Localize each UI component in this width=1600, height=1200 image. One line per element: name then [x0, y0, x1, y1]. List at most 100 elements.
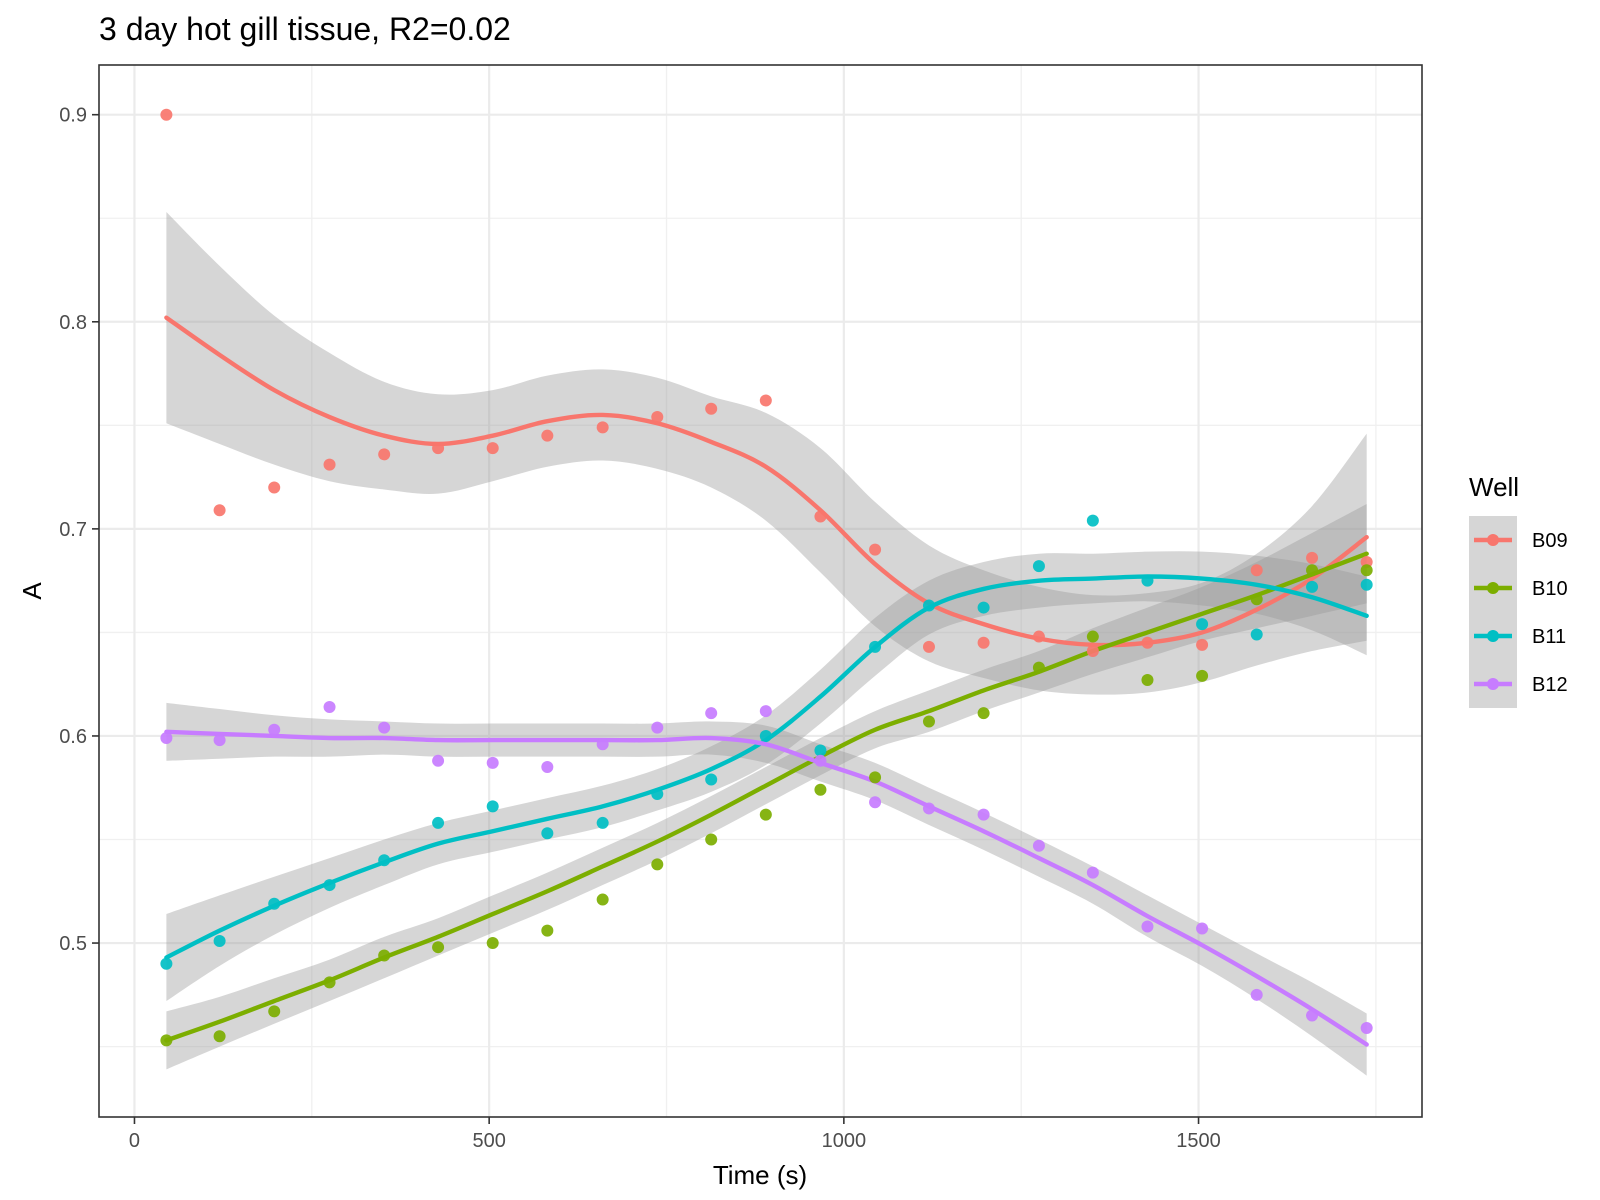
legend-key-point-b10 [1487, 582, 1499, 594]
legend-key-point-b12 [1487, 678, 1499, 690]
point-b12 [922, 802, 935, 815]
point-b11 [323, 879, 336, 892]
point-b09 [814, 510, 827, 523]
fit-line-b10 [164, 551, 1369, 1043]
point-b12 [596, 738, 609, 751]
point-b09 [596, 421, 609, 434]
fit-lines [164, 315, 1369, 1047]
point-b12 [1360, 1021, 1373, 1034]
point-b11 [1032, 560, 1045, 573]
point-b10 [759, 808, 772, 821]
ribbon-b12 [166, 702, 1367, 1076]
point-b11 [869, 640, 882, 653]
point-b11 [268, 897, 281, 910]
point-b10 [596, 893, 609, 906]
data-points [160, 108, 1373, 1047]
ribbon-b09 [166, 212, 1367, 695]
point-b10 [268, 1005, 281, 1018]
y-tick-label: 0.6 [59, 726, 87, 748]
point-b09 [651, 411, 664, 424]
point-b12 [1250, 988, 1263, 1001]
y-tick-label: 0.9 [59, 105, 87, 127]
point-b11 [432, 816, 445, 829]
plot-panel [98, 64, 1423, 1118]
x-tick-label: 1000 [822, 1130, 867, 1152]
point-b11 [1141, 574, 1154, 587]
fit-line-b12 [164, 729, 1369, 1047]
point-b10 [213, 1030, 226, 1043]
point-b10 [705, 833, 718, 846]
chart-title: 3 day hot gill tissue, R2=0.02 [99, 11, 511, 47]
legend: Well B09 B10 B11 B12 [1469, 472, 1568, 708]
x-tick-label: 1500 [1176, 1130, 1221, 1152]
point-b09 [705, 402, 718, 415]
point-b10 [160, 1034, 173, 1047]
point-b12 [814, 754, 827, 767]
point-b12 [268, 723, 281, 736]
point-b12 [869, 796, 882, 809]
point-b09 [922, 640, 935, 653]
point-b09 [432, 442, 445, 455]
point-b12 [213, 734, 226, 747]
x-tick-label: 500 [472, 1130, 505, 1152]
point-b12 [1196, 922, 1209, 935]
point-b09 [1086, 645, 1099, 658]
point-b09 [160, 108, 173, 121]
point-b11 [160, 957, 173, 970]
point-b11 [1306, 580, 1319, 593]
legend-key-point-b11 [1487, 630, 1499, 642]
legend-key-point-b09 [1487, 534, 1499, 546]
point-b11 [1360, 578, 1373, 591]
point-b09 [323, 458, 336, 471]
point-b09 [759, 394, 772, 407]
point-b09 [869, 543, 882, 556]
y-axis-title: A [17, 582, 47, 600]
point-b10 [1306, 564, 1319, 577]
point-b12 [1306, 1009, 1319, 1022]
point-b10 [323, 976, 336, 989]
legend-label-b11: B11 [1532, 626, 1566, 648]
legend-label-b09: B09 [1532, 530, 1568, 552]
point-b09 [1306, 551, 1319, 564]
point-b12 [541, 761, 554, 774]
point-b12 [1032, 839, 1045, 852]
point-b12 [486, 756, 499, 769]
point-b11 [1250, 628, 1263, 641]
point-b10 [922, 715, 935, 728]
point-b10 [977, 707, 990, 720]
legend-label-b10: B10 [1532, 578, 1568, 600]
point-b09 [541, 429, 554, 442]
y-tick-label: 0.8 [59, 312, 87, 334]
point-b11 [596, 816, 609, 829]
point-b11 [213, 934, 226, 947]
ribbon-b11 [166, 551, 1367, 1002]
point-b12 [323, 700, 336, 713]
point-b11 [814, 744, 827, 757]
point-b10 [486, 937, 499, 950]
x-axis-title: Time (s) [713, 1160, 807, 1190]
y-tick-label: 0.7 [59, 519, 87, 541]
point-b10 [1086, 630, 1099, 643]
point-b11 [651, 787, 664, 800]
point-b09 [1196, 638, 1209, 651]
point-b10 [378, 949, 391, 962]
point-b12 [378, 721, 391, 734]
point-b10 [1360, 564, 1373, 577]
panel-border [98, 64, 1423, 1118]
point-b11 [1086, 514, 1099, 527]
point-b10 [1196, 669, 1209, 682]
point-b12 [1141, 920, 1154, 933]
point-b09 [268, 481, 281, 494]
panel-background [99, 65, 1422, 1117]
point-b09 [1032, 630, 1045, 643]
point-b09 [977, 636, 990, 649]
point-b12 [651, 721, 664, 734]
point-b11 [541, 827, 554, 840]
point-b11 [977, 601, 990, 614]
point-b12 [977, 808, 990, 821]
point-b09 [378, 448, 391, 461]
point-b12 [1086, 866, 1099, 879]
point-b10 [814, 783, 827, 796]
x-tick-label: 0 [129, 1130, 140, 1152]
